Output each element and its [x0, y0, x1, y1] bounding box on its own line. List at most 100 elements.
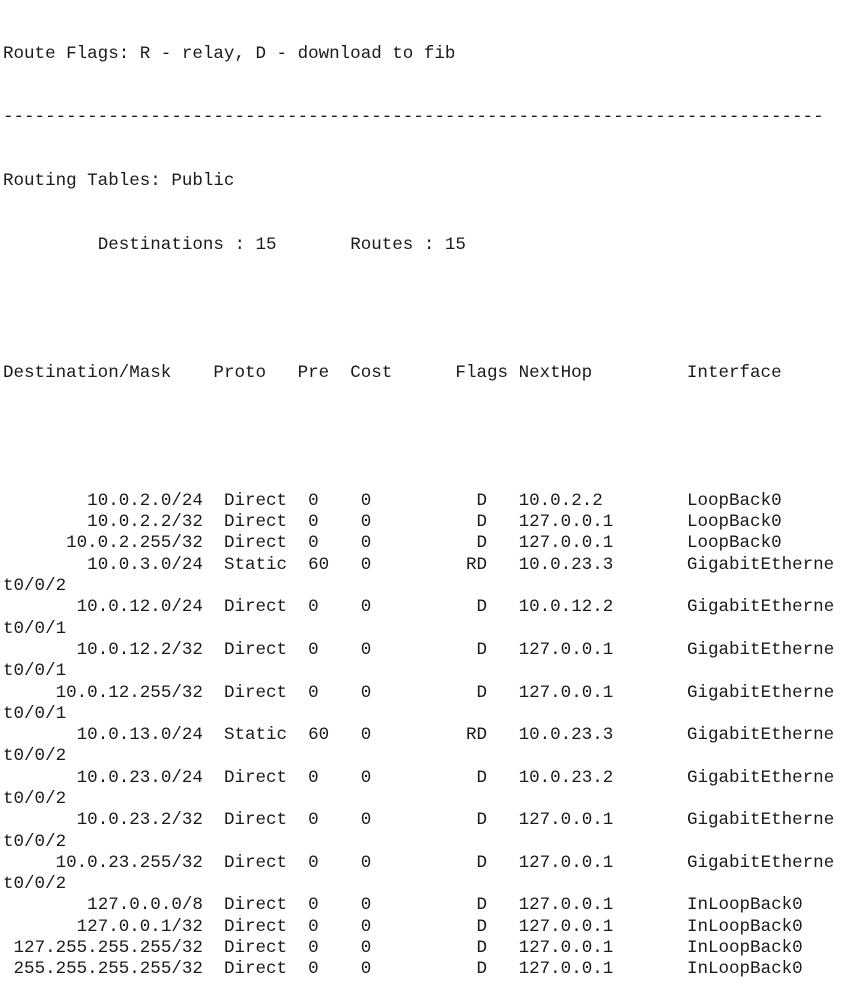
preference: 0	[308, 639, 319, 660]
next-hop: 127.0.0.1	[518, 852, 614, 873]
preference: 0	[308, 490, 319, 511]
flags: D	[476, 597, 488, 618]
routes-count: Routes : 15	[350, 235, 466, 256]
next-hop: 127.0.0.1	[518, 810, 614, 831]
cost: 0	[360, 639, 372, 660]
next-hop: 10.0.23.3	[518, 554, 614, 575]
flags: RD	[465, 554, 487, 575]
destination-mask: 10.0.13.0/24	[76, 725, 203, 746]
next-hop: 127.0.0.1	[518, 533, 614, 554]
interface: InLoopBack0	[686, 959, 803, 980]
interface: GigabitEthernet0/0/1	[3, 597, 835, 639]
column-header-cost: Cost	[350, 363, 393, 384]
destination-mask: 10.0.3.0/24	[87, 554, 203, 575]
next-hop: 127.0.0.1	[518, 916, 614, 937]
next-hop: 10.0.12.2	[518, 597, 614, 618]
cost: 0	[360, 682, 372, 703]
cost: 0	[360, 554, 372, 575]
destination-mask: 10.0.23.0/24	[76, 767, 203, 788]
flags: D	[476, 810, 488, 831]
flags: D	[476, 938, 488, 959]
next-hop: 127.0.0.1	[518, 512, 614, 533]
flags: D	[476, 533, 488, 554]
proto: Direct	[223, 852, 288, 873]
proto: Direct	[223, 767, 288, 788]
column-header-proto: Proto	[213, 363, 267, 384]
table-row: 10.0.23.2/32 Direct 0 0 D 127.0.0.1 Giga…	[3, 810, 845, 853]
interface: LoopBack0	[686, 490, 782, 511]
proto: Direct	[223, 533, 288, 554]
cost: 0	[360, 895, 372, 916]
preference: 0	[308, 959, 319, 980]
table-row: 10.0.12.0/24 Direct 0 0 D 10.0.12.2 Giga…	[3, 597, 845, 640]
table-row: 127.0.0.1/32 Direct 0 0 D 127.0.0.1 InLo…	[3, 917, 845, 938]
preference: 0	[308, 938, 319, 959]
column-header-pre: Pre	[297, 363, 330, 384]
column-header-interface: Interface	[686, 363, 782, 384]
flags: D	[476, 490, 488, 511]
destination-mask: 255.255.255.255/32	[13, 959, 203, 980]
table-row: 10.0.23.0/24 Direct 0 0 D 10.0.23.2 Giga…	[3, 768, 845, 811]
proto: Static	[223, 554, 288, 575]
preference: 0	[308, 767, 319, 788]
table-title: Routing Tables: Public	[3, 171, 235, 192]
next-hop: 127.0.0.1	[518, 938, 614, 959]
table-row: 10.0.2.0/24 Direct 0 0 D 10.0.2.2 LoopBa…	[3, 491, 845, 512]
terminal-output: Route Flags: R - relay, D - download to …	[3, 1, 845, 1002]
preference: 0	[308, 916, 319, 937]
proto: Direct	[223, 682, 288, 703]
preference: 60	[308, 725, 330, 746]
destination-mask: 10.0.2.255/32	[66, 533, 203, 554]
flags: D	[476, 916, 488, 937]
next-hop: 10.0.2.2	[518, 490, 603, 511]
proto: Direct	[223, 959, 288, 980]
interface: InLoopBack0	[686, 938, 803, 959]
column-header: Destination/Mask Proto Pre Cost Flags Ne…	[3, 363, 845, 384]
preference: 0	[308, 852, 319, 873]
proto: Static	[223, 725, 288, 746]
table-row: 10.0.2.2/32 Direct 0 0 D 127.0.0.1 LoopB…	[3, 512, 845, 533]
proto: Direct	[223, 916, 288, 937]
summary-line: Destinations : 15 Routes : 15	[3, 235, 845, 256]
destination-mask: 127.0.0.1/32	[76, 916, 203, 937]
preference: 0	[308, 895, 319, 916]
table-row: 127.0.0.0/8 Direct 0 0 D 127.0.0.1 InLoo…	[3, 895, 845, 916]
next-hop: 127.0.0.1	[518, 959, 614, 980]
preference: 60	[308, 554, 330, 575]
proto: Direct	[223, 597, 288, 618]
proto: Direct	[223, 895, 288, 916]
interface: InLoopBack0	[686, 895, 803, 916]
flags: D	[476, 682, 488, 703]
preference: 0	[308, 512, 319, 533]
interface: LoopBack0	[686, 512, 782, 533]
destination-mask: 10.0.12.0/24	[76, 597, 203, 618]
preference: 0	[308, 810, 319, 831]
cost: 0	[360, 490, 372, 511]
interface: InLoopBack0	[686, 916, 803, 937]
cost: 0	[360, 852, 372, 873]
preference: 0	[308, 597, 319, 618]
table-row: 255.255.255.255/32 Direct 0 0 D 127.0.0.…	[3, 959, 845, 980]
flags: D	[476, 959, 488, 980]
flags: D	[476, 852, 488, 873]
interface: LoopBack0	[686, 533, 782, 554]
cost: 0	[360, 938, 372, 959]
next-hop: 127.0.0.1	[518, 639, 614, 660]
destination-mask: 10.0.2.2/32	[87, 512, 203, 533]
route-table: 10.0.2.0/24 Direct 0 0 D 10.0.2.2 LoopBa…	[3, 491, 845, 981]
proto: Direct	[223, 512, 288, 533]
preference: 0	[308, 682, 319, 703]
interface: GigabitEthernet0/0/2	[3, 554, 835, 597]
destination-mask: 10.0.2.0/24	[87, 490, 203, 511]
column-header-nexthop: NextHop	[518, 363, 593, 384]
cost: 0	[360, 916, 372, 937]
table-row: 10.0.3.0/24 Static 60 0 RD 10.0.23.3 Gig…	[3, 555, 845, 598]
cost: 0	[360, 810, 372, 831]
flags: D	[476, 767, 488, 788]
table-row: 127.255.255.255/32 Direct 0 0 D 127.0.0.…	[3, 938, 845, 959]
column-header-destination-mask: Destination/Mask	[3, 363, 172, 384]
separator-line: ----------------------------------------…	[3, 107, 824, 128]
column-header-flags: Flags	[455, 363, 509, 384]
flags-legend: Route Flags: R - relay, D - download to …	[3, 43, 456, 64]
proto: Direct	[223, 938, 288, 959]
